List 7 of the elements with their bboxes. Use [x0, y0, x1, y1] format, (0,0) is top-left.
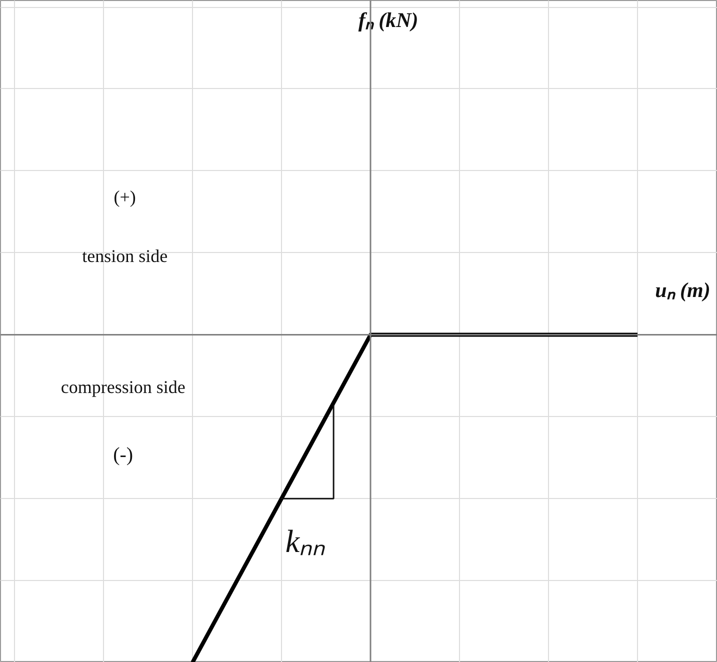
text: fₙ (kN) — [358, 8, 418, 32]
text: (-) — [113, 444, 134, 466]
annotation: kₙₙ — [285, 523, 326, 560]
text: tension side — [82, 246, 168, 266]
text: (+) — [114, 187, 136, 208]
x-axis-title: uₙ (m) — [655, 278, 710, 302]
annotation: compression side — [60, 377, 186, 398]
